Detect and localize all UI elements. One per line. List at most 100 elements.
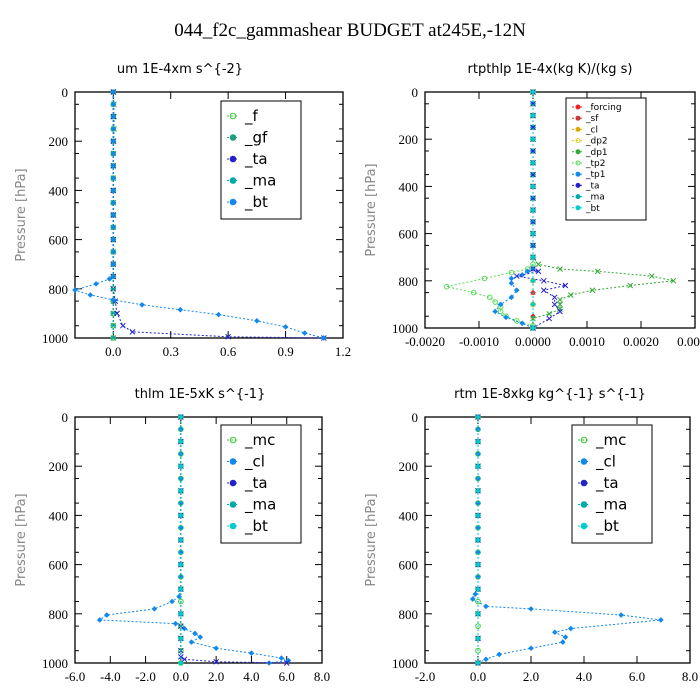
x-tick-label: 8.0	[314, 669, 330, 684]
data-point-ta	[535, 268, 542, 275]
x-tick-label: 0.0020	[623, 334, 659, 349]
data-point-tp2	[514, 318, 520, 324]
data-point-bt	[282, 324, 289, 330]
data-point-bt	[475, 635, 481, 642]
data-point-bt	[530, 183, 536, 190]
data-point-cl	[96, 617, 103, 623]
chart-title: rtm 1E-8xkg kg^{-1} s^{-1}	[454, 387, 646, 402]
data-point-bt	[475, 611, 481, 617]
data-point-ta	[129, 328, 136, 335]
data-point-ta	[283, 660, 290, 666]
chart-panel-1: um 1E-4xm s^{-2} Pressure [hPa] 0 200 400 600…	[14, 62, 351, 359]
data-point-bt	[178, 512, 184, 519]
data-point-ta	[562, 282, 569, 289]
data-point-mc	[475, 598, 481, 605]
data-point-cl	[528, 606, 534, 612]
data-point-cl	[178, 524, 184, 531]
data-point-bt	[178, 438, 184, 445]
data-point-ta	[551, 294, 558, 301]
legend-marker	[229, 479, 237, 487]
legend-marker	[229, 155, 237, 163]
y-tick-label: 1000	[392, 321, 418, 336]
series-line-ta	[516, 92, 566, 329]
data-point-cl	[483, 603, 489, 610]
data-point-mc	[475, 623, 481, 629]
legend-label: _bt	[585, 204, 600, 214]
legend-label: _gf	[244, 129, 268, 148]
data-point-bt	[139, 301, 145, 308]
data-point-bt	[321, 335, 327, 341]
legend-label: _sf	[585, 114, 599, 124]
data-point-bt	[178, 611, 184, 617]
data-point-bt	[87, 292, 94, 298]
legend-label: _cl	[244, 453, 265, 472]
data-point-bt	[530, 230, 536, 237]
data-point-bt	[178, 586, 184, 592]
x-tick-label: -4.0	[100, 669, 121, 684]
data-point-bt	[530, 325, 536, 331]
data-point-cl	[475, 524, 481, 531]
legend-label: _ta	[585, 181, 600, 191]
data-point-tp1	[492, 308, 498, 315]
y-tick-label: 0	[62, 410, 69, 425]
data-point-bt	[475, 586, 481, 592]
x-tick-label: 0.0030	[677, 334, 700, 349]
legend-marker	[580, 522, 588, 530]
data-point-tp2	[487, 294, 493, 301]
legend-label: _ta	[244, 474, 268, 493]
legend-label: _ta	[244, 150, 268, 169]
data-point-mc	[178, 598, 184, 605]
y-tick-label: 600	[49, 233, 69, 248]
data-point-ta	[540, 287, 547, 294]
data-point-ta	[530, 195, 536, 202]
y-axis-label: Pressure [hPa]	[364, 493, 379, 586]
data-point-cl	[658, 617, 664, 623]
y-tick-label: 1000	[42, 331, 68, 346]
series-line-tp1	[494, 92, 534, 329]
x-tick-label: -0.0020	[405, 334, 445, 349]
legend-marker	[229, 501, 237, 508]
y-tick-label: 0	[412, 410, 419, 425]
x-tick-label: 2.0	[208, 669, 224, 684]
legend-label: _bt	[244, 517, 268, 536]
data-point-ta	[530, 100, 536, 107]
data-point-bt	[530, 207, 536, 213]
y-tick-label: 400	[399, 179, 419, 194]
chart-panel-4: rtm 1E-8xkg kg^{-1} s^{-1} Pressure [hPa]…	[364, 387, 698, 684]
data-point-bt	[177, 306, 184, 313]
data-point-ta	[557, 308, 563, 315]
data-point-ta	[530, 171, 536, 178]
data-point-bt	[475, 512, 481, 519]
x-tick-label: 0.0010	[569, 334, 605, 349]
data-point-ta	[513, 273, 520, 279]
y-tick-label: 800	[49, 282, 69, 297]
legend-marker	[575, 194, 581, 200]
y-tick-label: 600	[49, 558, 69, 573]
data-point-dp1	[557, 306, 563, 312]
data-point-bt	[110, 261, 117, 267]
x-tick-label: 0.0	[470, 669, 486, 684]
data-point-dp1	[589, 287, 596, 294]
data-point-bt	[110, 89, 117, 95]
data-point-bt	[110, 175, 117, 181]
data-point-cl	[475, 574, 481, 580]
data-point-dp1	[546, 310, 553, 317]
legend-marker	[229, 112, 237, 120]
legend-label: _bt	[595, 517, 619, 536]
y-tick-label: 600	[399, 227, 419, 242]
data-point-ta	[120, 322, 126, 329]
y-axis-label: Pressure [hPa]	[14, 493, 29, 586]
data-point-tp1	[514, 287, 520, 294]
data-point-bt	[475, 660, 481, 666]
data-point-cl	[528, 645, 534, 652]
y-tick-label: 0	[62, 85, 69, 100]
data-point-cl	[192, 630, 198, 637]
legend-label: _ta	[595, 474, 619, 493]
data-point-bt	[110, 236, 117, 243]
plot-frame	[74, 416, 323, 664]
chart-title: thlm 1E-5xK s^{-1}	[135, 387, 266, 402]
data-point-dp1	[535, 261, 542, 268]
legend-label: _mc	[244, 431, 275, 450]
x-tick-label: -0.0010	[459, 334, 499, 349]
plot-frame	[74, 91, 344, 339]
